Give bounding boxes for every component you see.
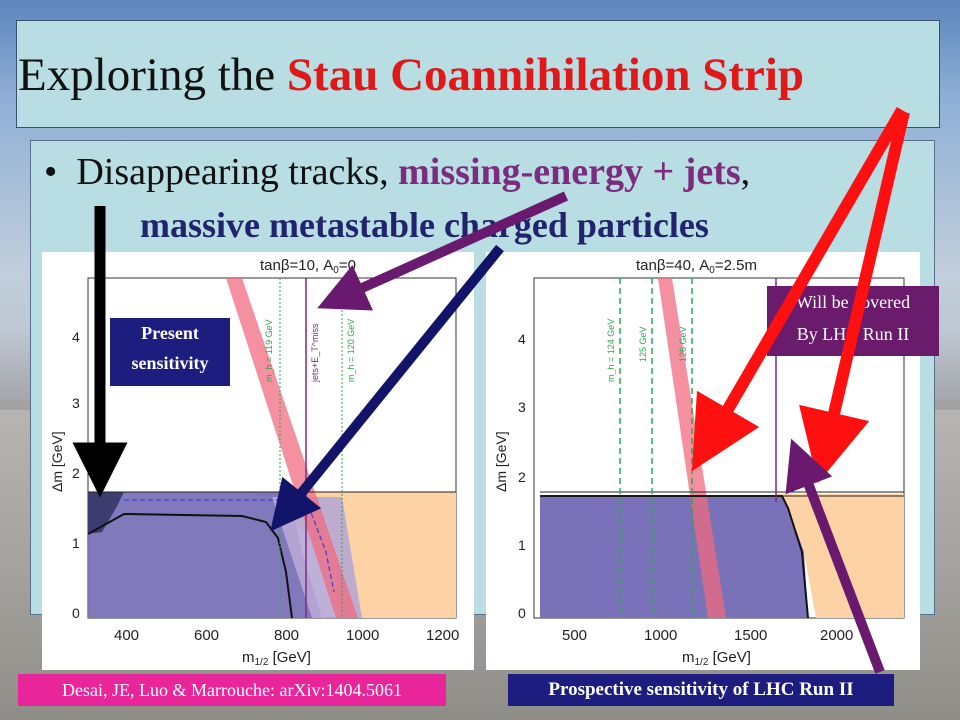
left-line-label-2: jets+E_T^miss [310,323,320,383]
left-xtick-0: 400 [114,627,139,644]
left-ylabel: Δm [GeV] [49,431,65,492]
right-ytick-4: 4 [518,331,526,347]
title-prefix: Exploring the [18,49,287,101]
will-line-1: Will be covered [795,292,911,312]
left-xticks: 400 600 800 1000 1200 [114,627,459,644]
right-xticks: 500 1000 1500 2000 [562,627,853,644]
bullet-line-1: • Disappearing tracks, missing-energy + … [44,151,751,193]
left-xlabel: m1/2 [GeV] [242,649,311,668]
right-yticks: 0 1 2 3 4 [518,331,526,621]
left-purple-region [88,492,322,618]
left-ytick-1: 1 [72,535,80,551]
prospective-sensitivity-label: Prospective sensitivity of LHC Run II [508,674,894,706]
bullet-text-purple: missing-energy + jets [398,151,741,193]
bullet-text-plain: Disappearing tracks, [76,151,399,193]
left-pink-strip [226,278,358,618]
left-ytick-4: 4 [72,329,80,345]
left-xtick-2: 800 [274,627,299,644]
purple-arrow-top [317,191,569,311]
left-dark-corner [88,492,124,534]
right-ytick-0: 0 [518,605,526,621]
left-line-label-3: m_h = 120 GeV [346,319,356,382]
present-sensitivity-label: Present sensitivity [110,318,230,386]
left-xtick-3: 1000 [346,627,379,644]
bullet-line-2: massive metastable charged particles [140,205,709,245]
red-arrow-right [799,110,910,484]
right-purple-region [540,496,808,618]
slide-title: Exploring the Stau Coannihilation Strip [18,48,804,102]
citation-label: Desai, JE, Luo & Marrouche: arXiv:1404.5… [18,674,446,706]
left-xtick-4: 1200 [426,627,459,644]
bullet-text-comma: , [740,151,751,193]
right-xtick-0: 500 [562,627,587,644]
present-line-2: sensitivity [131,353,209,373]
right-xtick-2: 1500 [734,627,767,644]
right-line-label-1: m_h = 124 GeV [606,319,616,382]
left-ytick-0: 0 [72,605,80,621]
title-box [16,20,940,128]
left-xtick-1: 600 [194,627,219,644]
right-xtick-1: 1000 [644,627,677,644]
red-arrow-left [691,106,908,472]
title-highlight: Stau Coannihilation Strip [286,49,805,101]
right-line-label-3: 126 GeV [678,326,688,362]
left-boundary-curve [87,512,293,619]
purple-arrow-bottom [785,438,885,674]
navy-arrow [270,244,504,532]
right-ytick-2: 2 [518,469,526,485]
right-line-label-2: 125 GeV [638,326,648,362]
right-plot: tanβ=40, A0=2.5m m_h = 124 GeV 125 GeV 1… [493,257,905,668]
right-ylabel: Δm [GeV] [493,431,509,492]
left-ytick-3: 3 [72,395,80,411]
right-ytick-3: 3 [518,399,526,415]
right-xtick-3: 2000 [820,627,853,644]
left-line-label-1: m_h = 119 GeV [264,319,274,382]
right-xlabel: m1/2 [GeV] [682,649,751,668]
right-plot-header: tanβ=40, A0=2.5m [636,257,757,276]
present-line-1: Present [141,323,199,343]
right-ytick-1: 1 [518,537,526,553]
